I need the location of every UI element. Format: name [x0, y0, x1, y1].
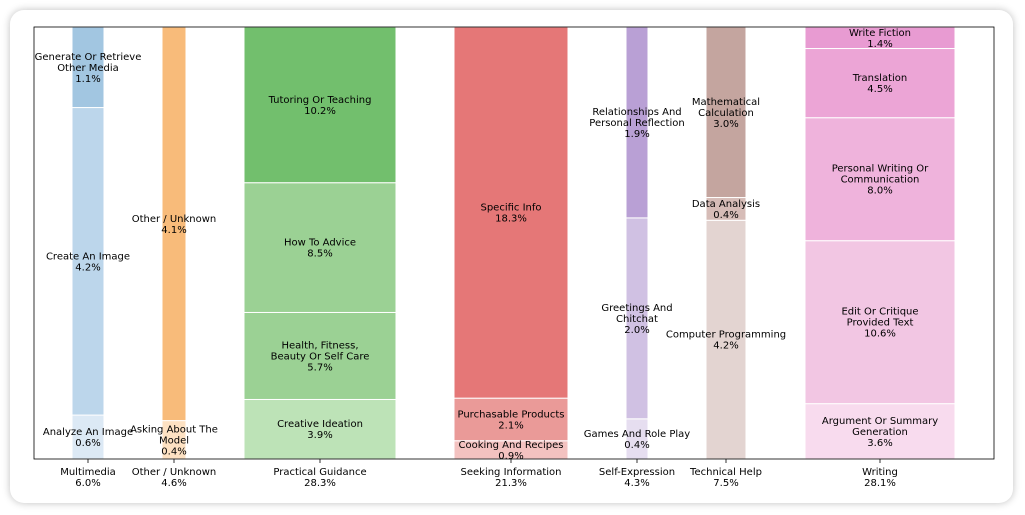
x-tick-label-technical-help: Technical Help 7.5% — [689, 467, 762, 489]
segment-label-data-analysis: Data Analysis 0.4% — [692, 199, 760, 221]
x-tick-label-other-unknown: Other / Unknown 4.6% — [132, 467, 217, 489]
segment-label-personal-writing-or-communication: Personal Writing Or Communication 8.0% — [832, 164, 929, 197]
segment-label-asking-about-the-model: Asking About The Model 0.4% — [130, 424, 218, 457]
segment-label-analyze-an-image: Analyze An Image 0.6% — [43, 427, 133, 449]
segment-label-purchasable-products: Purchasable Products 2.1% — [457, 409, 564, 431]
segment-label-games-and-role-play: Games And Role Play 0.4% — [584, 429, 691, 451]
segment-other-unknown-other-unknown — [161, 26, 187, 422]
segment-labels: Analyze An Image 0.6% Create An Image 4.2% G… — [35, 28, 939, 462]
segment-writing-personal-writing-or-communication — [804, 117, 956, 242]
segment-label-other-unknown: Other / Unknown 4.1% — [132, 214, 217, 236]
x-tick-label-seeking-information: Seeking Information 21.3% — [461, 467, 562, 489]
segment-label-specific-info: Specific Info 18.3% — [480, 203, 541, 225]
x-tick-labels: Multimedia 6.0% Other / Unknown 4.6% Practic… — [60, 459, 898, 489]
segment-seeking-information-purchasable-products — [453, 397, 569, 442]
segment-practical-guidance-tutoring-or-teaching — [243, 26, 397, 184]
segment-label-health-fitness-beauty-or-self-care: Health, Fitness, Beauty Or Self Care 5.7% — [271, 340, 370, 373]
segment-label-tutoring-or-teaching: Tutoring Or Teaching 10.2% — [268, 95, 372, 117]
segment-multimedia-generate-or-retrieve-other-media — [71, 26, 105, 109]
x-tick-label-self-expression: Self-Expression 4.3% — [599, 467, 675, 489]
segment-label-translation: Translation 4.5% — [852, 73, 908, 95]
segment-label-argument-or-summary-generation: Argument Or Summary Generation 3.6% — [822, 416, 938, 449]
segment-label-how-to-advice: How To Advice 8.5% — [284, 238, 356, 260]
segment-label-cooking-and-recipes: Cooking And Recipes 0.9% — [459, 440, 564, 462]
segment-writing-edit-or-critique-provided-text — [804, 240, 956, 405]
segment-multimedia-analyze-an-image — [71, 414, 105, 460]
segment-label-write-fiction: Write Fiction 1.4% — [849, 28, 911, 50]
segment-seeking-information-specific-info — [453, 26, 569, 399]
segment-label-relationships-and-personal-reflection: Relationships And Personal Reflection 1.9% — [589, 107, 684, 140]
x-tick-label-practical-guidance: Practical Guidance 28.3% — [273, 467, 366, 489]
segment-writing-argument-or-summary-generation — [804, 403, 956, 460]
segment-label-greetings-and-chitchat: Greetings And Chitchat 2.0% — [601, 303, 672, 336]
segment-label-creative-ideation: Creative Ideation 3.9% — [277, 419, 363, 441]
segment-practical-guidance-how-to-advice — [243, 182, 397, 313]
segment-label-generate-or-retrieve-other-media: Generate Or Retrieve Other Media 1.1% — [35, 52, 142, 85]
segment-label-mathematical-calculation: Mathematical Calculation 3.0% — [692, 97, 760, 130]
segment-technical-help-computer-programming — [705, 219, 747, 460]
x-tick-label-writing: Writing 28.1% — [862, 467, 898, 489]
segments — [71, 26, 956, 460]
segment-label-computer-programming: Computer Programming 4.2% — [666, 330, 786, 352]
plot-frame — [33, 26, 995, 460]
segment-label-create-an-image: Create An Image 4.2% — [46, 251, 130, 273]
x-tick-label-multimedia: Multimedia 6.0% — [60, 467, 116, 489]
segment-technical-help-mathematical-calculation — [705, 26, 747, 199]
segment-label-edit-or-critique-provided-text: Edit Or Critique Provided Text 10.6% — [841, 307, 918, 340]
segment-writing-translation — [804, 48, 956, 119]
segment-practical-guidance-health-fitness-beauty-or-self-care — [243, 311, 397, 400]
